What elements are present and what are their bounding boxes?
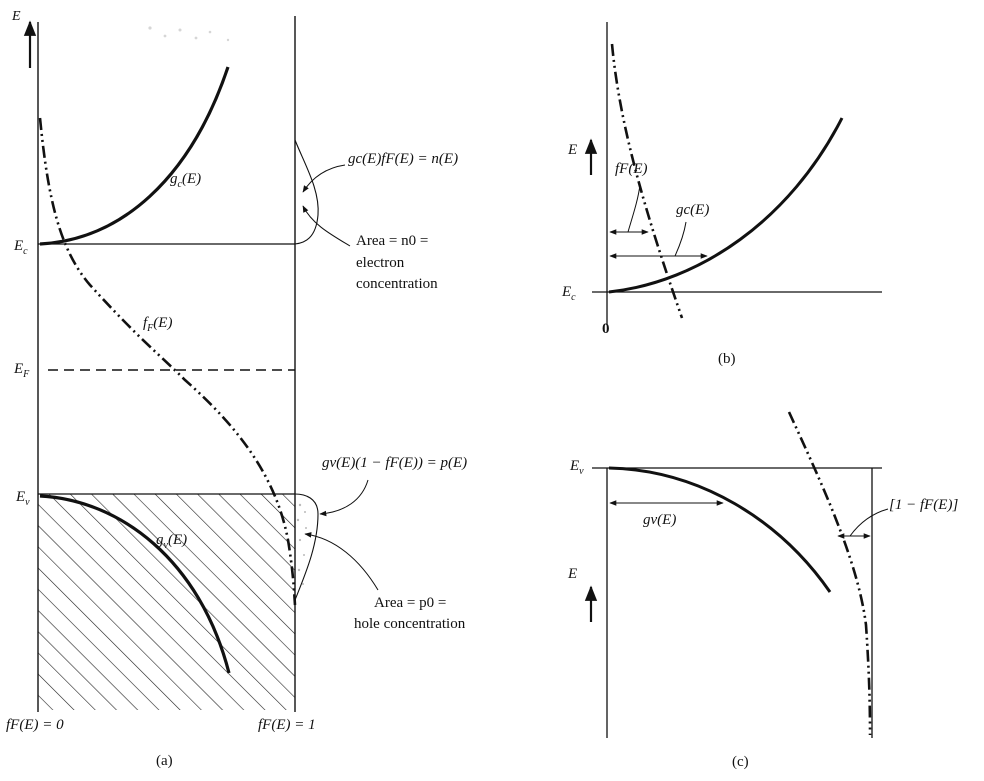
a-area-n-line1: Area = n0 = bbox=[356, 233, 429, 249]
hole-distribution-lobe bbox=[294, 493, 319, 601]
leader-p-eq bbox=[319, 479, 369, 517]
c-ev-label: Ev bbox=[570, 458, 584, 477]
a-bottom-left-label: fF(E) = 0 bbox=[6, 717, 64, 733]
a-area-p-line2: hole concentration bbox=[354, 616, 466, 632]
b-ff-leader bbox=[627, 184, 641, 233]
a-caption: (a) bbox=[156, 753, 173, 769]
b-ff-label: fF(E) bbox=[615, 161, 648, 177]
panel-a bbox=[23, 16, 379, 712]
electron-distribution-lobe bbox=[294, 139, 319, 245]
valence-band-hatch bbox=[38, 494, 295, 710]
leader-n-eq bbox=[302, 164, 346, 193]
c-one-minus-f-curve bbox=[787, 411, 872, 736]
a-ff-label: fF(E) bbox=[143, 315, 173, 334]
gv-curve bbox=[39, 494, 231, 674]
c-e-axis-label: E bbox=[568, 566, 578, 582]
a-ef-label: EF bbox=[14, 361, 30, 380]
b-zero-label: 0 bbox=[602, 321, 610, 337]
c-one-minus-f-label: [1 − fF(E)] bbox=[889, 497, 959, 513]
leader-area-p bbox=[304, 532, 379, 591]
b-gc-leader bbox=[674, 221, 687, 257]
b-gc-curve bbox=[608, 117, 844, 294]
c-gv-curve bbox=[608, 466, 832, 593]
a-area-n-line2: electron bbox=[356, 255, 405, 271]
b-fermi-curve bbox=[610, 43, 684, 319]
c-gv-label: gv(E) bbox=[643, 512, 677, 528]
c-caption: (c) bbox=[732, 754, 749, 770]
leader-area-n bbox=[302, 205, 351, 247]
shading-speckles bbox=[296, 503, 307, 585]
fermi-curve bbox=[38, 117, 297, 606]
a-ev-label: Ev bbox=[16, 489, 30, 508]
a-gc-label: gc(E) bbox=[170, 171, 202, 190]
a-area-p-line1: Area = p0 = bbox=[374, 595, 447, 611]
gc-curve bbox=[39, 66, 230, 246]
a-ec-label: Ec bbox=[14, 238, 28, 257]
a-gv-label: gv(E) bbox=[156, 532, 188, 551]
a-bottom-right-label: fF(E) = 1 bbox=[258, 717, 316, 733]
a-area-n-line3: concentration bbox=[356, 276, 438, 292]
a-e-axis-label: E bbox=[12, 9, 21, 24]
c-f-leader bbox=[849, 508, 889, 537]
panel-c bbox=[584, 411, 889, 738]
b-caption: (b) bbox=[718, 351, 736, 367]
a-n-equation: gc(E)fF(E) = n(E) bbox=[348, 151, 459, 167]
b-e-axis-label: E bbox=[568, 142, 578, 158]
b-gc-label: gc(E) bbox=[676, 202, 710, 218]
scan-smudge bbox=[148, 26, 230, 42]
b-ec-label: Ec bbox=[562, 284, 576, 303]
a-p-equation: gv(E)(1 − fF(E)) = p(E) bbox=[322, 455, 468, 471]
panel-b bbox=[584, 22, 882, 325]
